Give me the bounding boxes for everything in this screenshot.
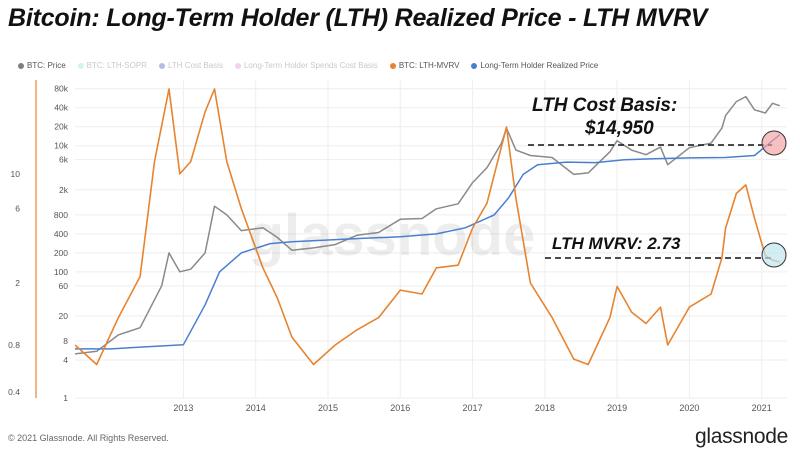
y-right-tick-label: 20 <box>59 311 69 321</box>
y-left-tick-label: 6 <box>15 204 20 214</box>
cost-basis-marker <box>761 130 787 156</box>
y-right-tick-label: 400 <box>54 229 68 239</box>
y-right-tick-label: 1 <box>63 393 68 403</box>
y-left-tick-label: 0.8 <box>8 340 20 350</box>
legend-dot-icon <box>77 62 84 69</box>
x-tick-label: 2013 <box>173 403 193 413</box>
x-tick-label: 2021 <box>752 403 772 413</box>
x-ticks: 2013 2014 2015 2016 2017 2018 2019 2020 2021 <box>173 403 771 413</box>
y-right-tick-label: 40k <box>54 103 68 113</box>
y-right-tick-label: 800 <box>54 210 68 220</box>
mvrv-marker <box>761 242 787 268</box>
y-left-tick-label: 2 <box>15 278 20 288</box>
y-right-ticks: 1 4 8 20 60 100 200 400 800 2k 6k 10k 20k 40k 80k <box>54 84 69 403</box>
legend-label: Long-Term Holder Spends Cost Basis <box>243 61 378 70</box>
series-line-1 <box>75 134 781 350</box>
y-left-tick-label: 10 <box>11 169 21 179</box>
y-left-ticks: 0.4 0.8 2 6 10 <box>8 169 20 397</box>
legend-dot-icon <box>18 62 24 69</box>
legend-label: BTC: LTH-SOPR <box>86 61 147 70</box>
legend-dot-icon <box>234 62 241 69</box>
y-right-tick-label: 10k <box>54 141 68 151</box>
chart-title: Bitcoin: Long-Term Holder (LTH) Realized… <box>8 4 708 32</box>
legend-item[interactable]: Long-Term Holder Spends Cost Basis <box>234 61 378 70</box>
legend-item[interactable]: LTH Cost Basis <box>158 61 223 70</box>
legend-label: BTC: Price <box>27 61 66 70</box>
cost-basis-value: $14,950 <box>585 118 654 139</box>
legend-item[interactable]: BTC: LTH-MVRV <box>389 61 460 70</box>
legend-item[interactable]: Long-Term Holder Realized Price <box>471 61 598 70</box>
legend-item[interactable]: BTC: LTH-SOPR <box>77 61 147 70</box>
y-right-tick-label: 6k <box>59 155 69 165</box>
legend-item[interactable]: BTC: Price <box>18 61 66 70</box>
legend-dot-icon <box>471 62 478 69</box>
x-tick-label: 2018 <box>535 403 555 413</box>
legend-label: LTH Cost Basis <box>167 61 223 70</box>
y-right-tick-label: 80k <box>54 84 68 94</box>
series-group <box>75 88 781 366</box>
cost-basis-label: LTH Cost Basis: <box>532 95 678 116</box>
legend: BTC: Price BTC: LTH-SOPR LTH Cost Basis Lon… <box>18 61 598 70</box>
y-right-tick-label: 20k <box>54 122 68 132</box>
x-tick-label: 2020 <box>679 403 699 413</box>
y-right-tick-label: 4 <box>63 355 68 365</box>
legend-label: BTC: LTH-MVRV <box>398 61 460 70</box>
legend-dot-icon <box>158 62 165 69</box>
series-line-2 <box>75 88 780 366</box>
y-right-tick-label: 2k <box>59 185 69 195</box>
mvrv-label: LTH MVRV: 2.73 <box>552 234 681 253</box>
footer-logo: glassnode <box>694 425 788 448</box>
y-right-tick-label: 8 <box>63 336 68 346</box>
y-right-tick-label: 100 <box>54 267 68 277</box>
x-tick-label: 2019 <box>607 403 627 413</box>
copyright: © 2021 Glassnode. All Rights Reserved. <box>8 433 169 443</box>
grid <box>75 80 787 399</box>
watermark: glassnode <box>249 203 536 268</box>
x-tick-label: 2014 <box>246 403 266 413</box>
legend-dot-icon <box>389 62 396 69</box>
x-tick-label: 2017 <box>463 403 483 413</box>
y-left-tick-label: 0.4 <box>8 387 20 397</box>
x-tick-label: 2015 <box>318 403 338 413</box>
y-right-tick-label: 200 <box>54 248 68 258</box>
y-right-tick-label: 60 <box>59 281 69 291</box>
series-line-0 <box>75 95 781 355</box>
x-tick-label: 2016 <box>390 403 410 413</box>
legend-label: Long-Term Holder Realized Price <box>480 61 599 70</box>
